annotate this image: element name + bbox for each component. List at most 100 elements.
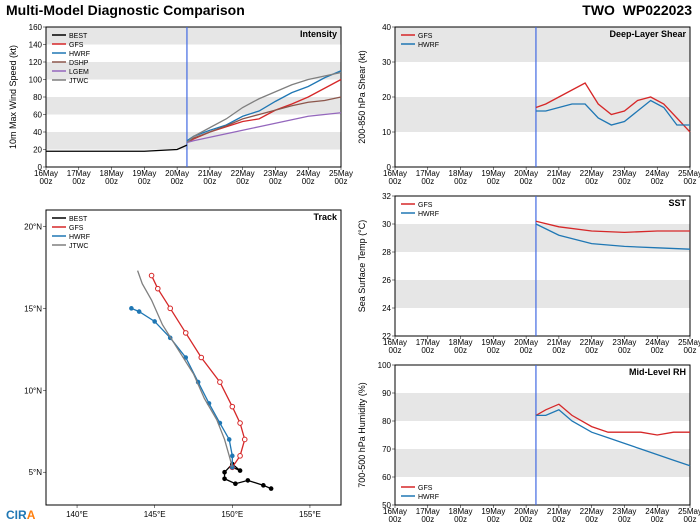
svg-text:90: 90 bbox=[382, 389, 391, 398]
cira-logo: CIRA bbox=[6, 508, 35, 522]
svg-text:GFS: GFS bbox=[418, 485, 433, 492]
svg-text:10: 10 bbox=[382, 128, 391, 137]
intensity-chart: 02040608010012014016016May00z17May00z18M… bbox=[46, 27, 341, 167]
svg-text:GFS: GFS bbox=[418, 33, 433, 40]
svg-text:GFS: GFS bbox=[69, 225, 84, 232]
svg-text:00z: 00z bbox=[72, 177, 85, 186]
svg-text:Track: Track bbox=[313, 212, 338, 222]
svg-text:00z: 00z bbox=[651, 515, 664, 524]
svg-text:80: 80 bbox=[33, 93, 42, 102]
svg-text:155°E: 155°E bbox=[299, 510, 321, 519]
svg-text:00z: 00z bbox=[552, 515, 565, 524]
svg-text:JTWC: JTWC bbox=[69, 243, 88, 250]
svg-text:00z: 00z bbox=[651, 177, 664, 186]
svg-text:60: 60 bbox=[382, 473, 391, 482]
svg-text:BEST: BEST bbox=[69, 216, 88, 223]
svg-text:5°N: 5°N bbox=[29, 468, 43, 477]
svg-text:00z: 00z bbox=[421, 177, 434, 186]
svg-text:00z: 00z bbox=[203, 177, 216, 186]
svg-text:00z: 00z bbox=[520, 346, 533, 355]
svg-text:00z: 00z bbox=[684, 346, 697, 355]
svg-text:GFS: GFS bbox=[418, 202, 433, 209]
svg-text:HWRF: HWRF bbox=[418, 42, 439, 49]
svg-text:00z: 00z bbox=[389, 346, 402, 355]
svg-text:00z: 00z bbox=[454, 177, 467, 186]
svg-text:HWRF: HWRF bbox=[69, 51, 90, 58]
svg-text:40: 40 bbox=[382, 23, 391, 32]
svg-text:00z: 00z bbox=[105, 177, 118, 186]
svg-text:200-850 hPa Shear (kt): 200-850 hPa Shear (kt) bbox=[357, 50, 367, 144]
svg-text:20°N: 20°N bbox=[24, 222, 42, 231]
svg-text:26: 26 bbox=[382, 276, 391, 285]
svg-text:700-500 hPa Humidity (%): 700-500 hPa Humidity (%) bbox=[357, 382, 367, 488]
svg-text:32: 32 bbox=[382, 192, 391, 201]
svg-text:00z: 00z bbox=[487, 515, 500, 524]
svg-text:70: 70 bbox=[382, 445, 391, 454]
svg-text:00z: 00z bbox=[302, 177, 315, 186]
svg-text:GFS: GFS bbox=[69, 42, 84, 49]
svg-text:15°N: 15°N bbox=[24, 304, 42, 313]
svg-text:100: 100 bbox=[378, 361, 392, 370]
svg-text:24: 24 bbox=[382, 304, 391, 313]
svg-text:140: 140 bbox=[29, 41, 43, 50]
svg-text:HWRF: HWRF bbox=[418, 494, 439, 501]
svg-text:30: 30 bbox=[382, 220, 391, 229]
svg-text:160: 160 bbox=[29, 23, 43, 32]
sst-chart: 22242628303216May00z17May00z18May00z19Ma… bbox=[395, 196, 690, 336]
svg-text:150°E: 150°E bbox=[221, 510, 243, 519]
svg-text:00z: 00z bbox=[269, 177, 282, 186]
svg-text:BEST: BEST bbox=[69, 33, 88, 40]
svg-text:40: 40 bbox=[33, 128, 42, 137]
svg-text:60: 60 bbox=[33, 111, 42, 120]
svg-text:Intensity: Intensity bbox=[300, 29, 337, 39]
svg-text:Deep-Layer Shear: Deep-Layer Shear bbox=[609, 29, 686, 39]
rh-chart: 506070809010016May00z17May00z18May00z19M… bbox=[395, 365, 690, 505]
svg-text:00z: 00z bbox=[618, 346, 631, 355]
svg-text:20: 20 bbox=[33, 146, 42, 155]
svg-text:00z: 00z bbox=[585, 177, 598, 186]
svg-text:00z: 00z bbox=[520, 177, 533, 186]
svg-text:00z: 00z bbox=[487, 177, 500, 186]
svg-text:00z: 00z bbox=[236, 177, 249, 186]
svg-text:00z: 00z bbox=[487, 346, 500, 355]
svg-text:Mid-Level RH: Mid-Level RH bbox=[629, 367, 686, 377]
svg-text:28: 28 bbox=[382, 248, 391, 257]
svg-text:00z: 00z bbox=[454, 515, 467, 524]
svg-text:00z: 00z bbox=[684, 177, 697, 186]
svg-text:00z: 00z bbox=[454, 346, 467, 355]
svg-text:30: 30 bbox=[382, 58, 391, 67]
svg-text:00z: 00z bbox=[552, 177, 565, 186]
svg-text:00z: 00z bbox=[651, 346, 664, 355]
svg-text:00z: 00z bbox=[585, 515, 598, 524]
svg-text:00z: 00z bbox=[618, 177, 631, 186]
svg-text:LGEM: LGEM bbox=[69, 69, 89, 76]
page-title: Multi-Model Diagnostic Comparison bbox=[6, 2, 245, 18]
svg-text:JTWC: JTWC bbox=[69, 78, 88, 85]
svg-text:00z: 00z bbox=[335, 177, 348, 186]
svg-text:Sea Surface Temp (°C): Sea Surface Temp (°C) bbox=[357, 220, 367, 312]
svg-text:HWRF: HWRF bbox=[418, 211, 439, 218]
svg-text:80: 80 bbox=[382, 417, 391, 426]
svg-text:20: 20 bbox=[382, 93, 391, 102]
svg-text:00z: 00z bbox=[520, 515, 533, 524]
svg-text:00z: 00z bbox=[389, 515, 402, 524]
svg-text:00z: 00z bbox=[40, 177, 53, 186]
svg-text:00z: 00z bbox=[421, 346, 434, 355]
svg-text:120: 120 bbox=[29, 58, 43, 67]
svg-text:HWRF: HWRF bbox=[69, 234, 90, 241]
svg-text:00z: 00z bbox=[389, 177, 402, 186]
shear-chart: 01020304016May00z17May00z18May00z19May00… bbox=[395, 27, 690, 167]
svg-text:10m Max Wind Speed (kt): 10m Max Wind Speed (kt) bbox=[8, 45, 18, 149]
svg-text:100: 100 bbox=[29, 76, 43, 85]
svg-text:140°E: 140°E bbox=[66, 510, 88, 519]
svg-text:10°N: 10°N bbox=[24, 386, 42, 395]
svg-text:00z: 00z bbox=[421, 515, 434, 524]
svg-text:00z: 00z bbox=[684, 515, 697, 524]
svg-text:145°E: 145°E bbox=[144, 510, 166, 519]
svg-text:SST: SST bbox=[668, 198, 686, 208]
storm-id: TWO WP022023 bbox=[582, 2, 692, 18]
svg-text:00z: 00z bbox=[552, 346, 565, 355]
svg-text:00z: 00z bbox=[585, 346, 598, 355]
svg-text:00z: 00z bbox=[618, 515, 631, 524]
track-chart: 140°E145°E150°E155°E5°N10°N15°N20°NTrack… bbox=[46, 210, 341, 505]
